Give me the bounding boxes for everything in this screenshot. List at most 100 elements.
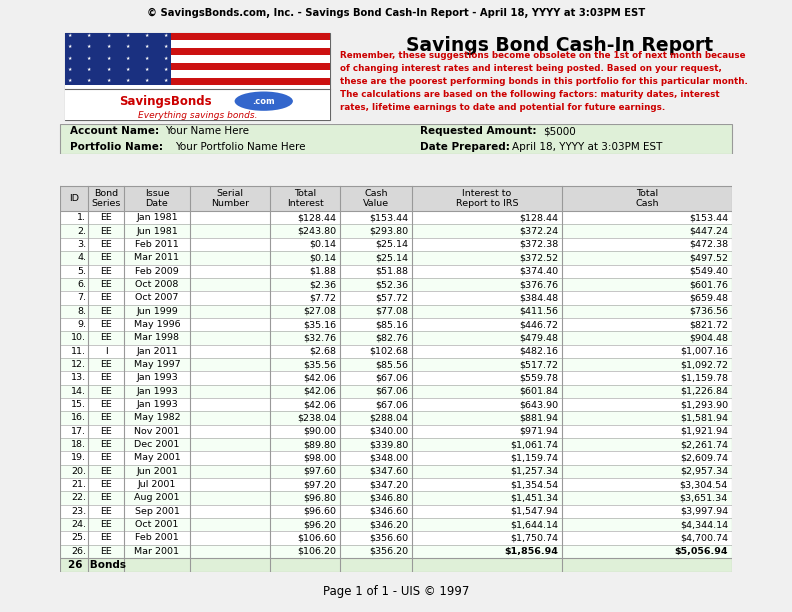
- Text: 2.: 2.: [77, 226, 86, 236]
- Text: $3,651.34: $3,651.34: [680, 493, 728, 502]
- Text: Remember, these suggestions become obsolete on the 1st of next month because: Remember, these suggestions become obsol…: [340, 51, 745, 59]
- Text: $643.90: $643.90: [519, 400, 558, 409]
- Text: EE: EE: [100, 400, 112, 409]
- Text: 23.: 23.: [70, 507, 86, 516]
- Bar: [60, 251, 732, 264]
- Bar: [60, 505, 732, 518]
- Text: EE: EE: [100, 293, 112, 302]
- Text: Your Name Here: Your Name Here: [165, 126, 249, 136]
- Bar: [171, 63, 330, 70]
- Text: $5000: $5000: [543, 126, 576, 136]
- Text: Interest to
Report to IRS: Interest to Report to IRS: [455, 189, 518, 209]
- Text: $153.44: $153.44: [689, 214, 728, 222]
- Text: Sep 2001: Sep 2001: [135, 507, 180, 516]
- Text: $106.60: $106.60: [297, 534, 336, 542]
- Text: EE: EE: [100, 280, 112, 289]
- Bar: [60, 411, 732, 425]
- Text: 3.: 3.: [77, 240, 86, 249]
- Text: 20.: 20.: [71, 467, 86, 476]
- Text: $1,007.16: $1,007.16: [680, 347, 728, 356]
- Text: 26.: 26.: [71, 547, 86, 556]
- Text: ★: ★: [68, 33, 72, 38]
- Text: $85.16: $85.16: [375, 320, 408, 329]
- Text: May 1996: May 1996: [134, 320, 181, 329]
- Text: Feb 2011: Feb 2011: [135, 240, 179, 249]
- Text: .com: .com: [253, 97, 275, 106]
- Text: The calculations are based on the following factors: maturity dates, interest: The calculations are based on the follow…: [340, 89, 720, 99]
- Text: May 2001: May 2001: [134, 453, 181, 463]
- Bar: [171, 70, 330, 78]
- Text: $106.20: $106.20: [297, 547, 336, 556]
- Text: EE: EE: [100, 534, 112, 542]
- Text: ★: ★: [87, 44, 91, 50]
- Bar: [60, 518, 732, 531]
- Text: EE: EE: [100, 373, 112, 382]
- Text: $346.60: $346.60: [369, 507, 408, 516]
- Text: Page 1 of 1 - UIS © 1997: Page 1 of 1 - UIS © 1997: [323, 585, 469, 599]
- Text: $447.24: $447.24: [689, 226, 728, 236]
- Text: 22.: 22.: [71, 493, 86, 502]
- Text: Serial
Number: Serial Number: [211, 189, 249, 209]
- Text: $57.72: $57.72: [375, 293, 408, 302]
- Text: $1,921.94: $1,921.94: [680, 427, 728, 436]
- Text: $293.80: $293.80: [369, 226, 408, 236]
- Text: $372.38: $372.38: [519, 240, 558, 249]
- Text: 13.: 13.: [70, 373, 86, 382]
- Text: 10.: 10.: [71, 334, 86, 342]
- Bar: [60, 291, 732, 305]
- Bar: [60, 225, 732, 238]
- Bar: [60, 124, 732, 154]
- Text: $347.60: $347.60: [369, 467, 408, 476]
- Bar: [171, 55, 330, 63]
- Text: Your Portfolio Name Here: Your Portfolio Name Here: [175, 141, 306, 152]
- Text: 25.: 25.: [71, 534, 86, 542]
- Text: $128.44: $128.44: [297, 214, 336, 222]
- Text: EE: EE: [100, 307, 112, 316]
- Text: Jan 1993: Jan 1993: [136, 400, 178, 409]
- Bar: [60, 531, 732, 545]
- Text: $479.48: $479.48: [519, 334, 558, 342]
- Text: $736.56: $736.56: [689, 307, 728, 316]
- Text: $340.00: $340.00: [369, 427, 408, 436]
- Text: 15.: 15.: [71, 400, 86, 409]
- Text: 5.: 5.: [77, 267, 86, 275]
- Text: $90.00: $90.00: [303, 427, 336, 436]
- Text: Total
Cash: Total Cash: [635, 189, 659, 209]
- Text: $1,293.90: $1,293.90: [680, 400, 728, 409]
- Text: these are the poorest performing bonds in this portfolio for this particular mon: these are the poorest performing bonds i…: [340, 76, 748, 86]
- Text: $1,750.74: $1,750.74: [510, 534, 558, 542]
- Text: EE: EE: [100, 214, 112, 222]
- Bar: [65, 32, 171, 85]
- Text: $2,957.34: $2,957.34: [680, 467, 728, 476]
- Text: $356.60: $356.60: [369, 534, 408, 542]
- Bar: [65, 32, 330, 121]
- Bar: [171, 78, 330, 85]
- Text: $1,354.54: $1,354.54: [510, 480, 558, 489]
- Text: Total
Interest: Total Interest: [287, 189, 323, 209]
- Text: Jan 2011: Jan 2011: [136, 347, 178, 356]
- Bar: [60, 278, 732, 291]
- Text: 1.: 1.: [77, 214, 86, 222]
- Text: $25.14: $25.14: [375, 253, 408, 263]
- Text: EE: EE: [100, 427, 112, 436]
- Text: $1,159.78: $1,159.78: [680, 373, 728, 382]
- Bar: [60, 211, 732, 225]
- Text: $52.36: $52.36: [375, 280, 408, 289]
- Text: 16.: 16.: [71, 414, 86, 422]
- Text: $89.80: $89.80: [303, 440, 336, 449]
- Text: $446.72: $446.72: [519, 320, 558, 329]
- Bar: [171, 32, 330, 40]
- Bar: [60, 545, 732, 558]
- Bar: [60, 558, 732, 572]
- Text: ★: ★: [164, 44, 168, 50]
- Text: $82.76: $82.76: [375, 334, 408, 342]
- Text: $372.52: $372.52: [519, 253, 558, 263]
- Text: $1,061.74: $1,061.74: [510, 440, 558, 449]
- Text: Portfolio Name:: Portfolio Name:: [70, 141, 163, 152]
- Text: 21.: 21.: [71, 480, 86, 489]
- Text: of changing interest rates and interest being posted. Based on your request,: of changing interest rates and interest …: [340, 64, 722, 73]
- Text: $85.56: $85.56: [375, 360, 408, 369]
- Bar: [60, 398, 732, 411]
- Text: ★: ★: [106, 33, 111, 38]
- Text: $517.72: $517.72: [519, 360, 558, 369]
